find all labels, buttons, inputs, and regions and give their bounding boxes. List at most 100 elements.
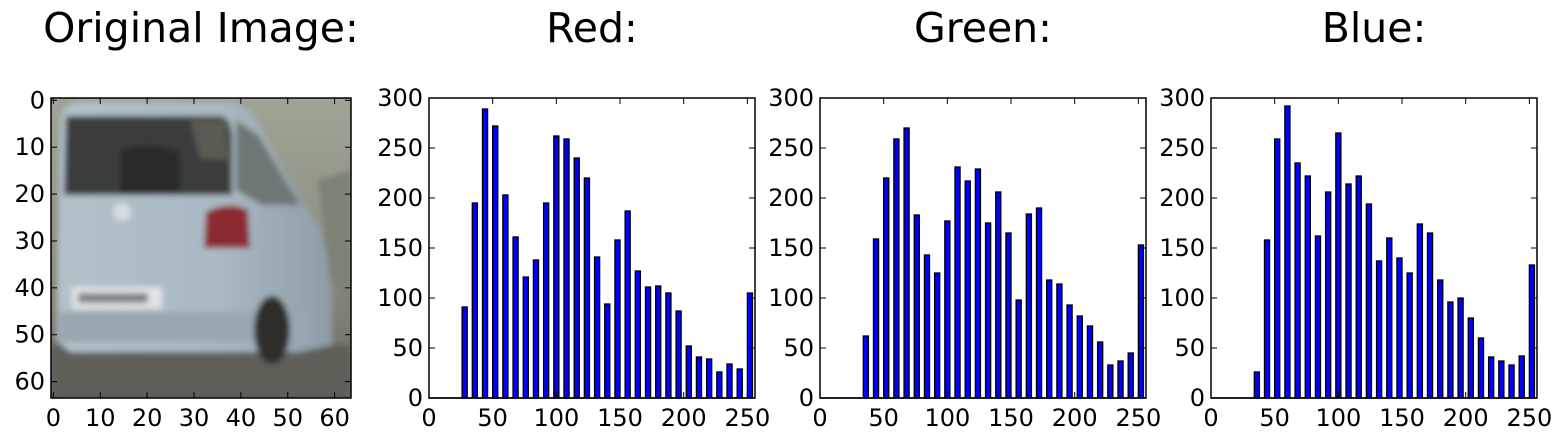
blue-x-tick-label: 0 bbox=[1203, 404, 1218, 432]
blue-bar bbox=[1487, 356, 1495, 399]
image-x-tick-label: 20 bbox=[132, 404, 163, 432]
green-bar bbox=[913, 214, 920, 399]
red-bar bbox=[593, 256, 601, 399]
blue-bar bbox=[1294, 162, 1301, 399]
blue-bar bbox=[1447, 301, 1454, 399]
blue-bar bbox=[1335, 132, 1342, 399]
image-y-tick-label: 40 bbox=[14, 274, 45, 302]
red-y-tick-label: 200 bbox=[377, 184, 423, 212]
blue-bar bbox=[1477, 337, 1485, 399]
green-bar bbox=[883, 177, 890, 399]
image-y-tick-label: 30 bbox=[14, 227, 45, 255]
green-bar bbox=[893, 138, 900, 399]
blue-bar bbox=[1396, 257, 1403, 399]
image-x-tick-label: 30 bbox=[179, 404, 210, 432]
green-bar bbox=[1137, 244, 1145, 399]
green-bar bbox=[1107, 364, 1114, 399]
green-bar bbox=[1117, 360, 1124, 399]
green-bar bbox=[872, 238, 880, 399]
blue-axes-frame bbox=[1210, 97, 1538, 399]
red-bar bbox=[573, 157, 580, 399]
green-x-tick-label: 200 bbox=[1052, 404, 1098, 432]
red-bar bbox=[461, 306, 468, 399]
blue-y-tick-label: 200 bbox=[1159, 184, 1205, 212]
blue-bar bbox=[1426, 232, 1434, 399]
blue-bar bbox=[1314, 235, 1322, 399]
red-bar bbox=[502, 194, 509, 399]
green-y-tick-label: 100 bbox=[768, 284, 814, 312]
green-bar bbox=[954, 166, 961, 399]
blue-bar bbox=[1324, 191, 1332, 399]
red-bar bbox=[695, 356, 703, 399]
green-bar bbox=[964, 180, 971, 399]
blue-bar bbox=[1263, 239, 1271, 399]
red-x-tick-label: 0 bbox=[421, 404, 436, 432]
green-y-tick-label: 50 bbox=[783, 334, 814, 362]
red-histogram-title: Red: bbox=[546, 4, 638, 52]
red-bar bbox=[675, 310, 682, 399]
green-bar bbox=[1056, 283, 1063, 399]
red-x-tick-label: 250 bbox=[724, 404, 770, 432]
green-bar bbox=[1127, 352, 1134, 399]
green-bar bbox=[974, 168, 982, 399]
green-x-tick-label: 100 bbox=[924, 404, 970, 432]
image-y-tick-label: 0 bbox=[30, 86, 45, 114]
blue-bar bbox=[1365, 203, 1373, 399]
green-bar bbox=[862, 335, 870, 399]
blue-bar bbox=[1518, 355, 1525, 399]
blue-bar bbox=[1253, 371, 1261, 399]
green-y-tick-label: 250 bbox=[768, 134, 814, 162]
red-x-tick-label: 150 bbox=[597, 404, 643, 432]
image-x-tick-label: 40 bbox=[226, 404, 257, 432]
red-bar bbox=[726, 363, 733, 399]
red-bar bbox=[746, 292, 754, 399]
red-bar bbox=[644, 286, 652, 399]
green-bar bbox=[995, 191, 1002, 399]
blue-bar bbox=[1345, 183, 1352, 399]
red-bar bbox=[542, 202, 550, 399]
blue-bar bbox=[1284, 105, 1291, 399]
blue-bar bbox=[1508, 364, 1515, 399]
red-bar bbox=[583, 177, 591, 399]
image-x-tick-label: 60 bbox=[319, 404, 350, 432]
blue-y-tick-label: 250 bbox=[1159, 134, 1205, 162]
red-bar bbox=[532, 259, 540, 399]
red-bar bbox=[512, 236, 519, 399]
blue-x-tick-label: 250 bbox=[1506, 404, 1552, 432]
green-histogram-axes: 0 50 100 150 200 250 0 50 100 150 200 250 300 bbox=[768, 84, 1161, 432]
green-bar bbox=[1005, 232, 1012, 399]
blue-bar bbox=[1467, 317, 1474, 399]
blue-bar bbox=[1457, 297, 1464, 399]
red-y-tick-label: 250 bbox=[377, 134, 423, 162]
red-y-tick-label: 300 bbox=[377, 84, 423, 112]
green-x-tick-label: 150 bbox=[988, 404, 1034, 432]
image-x-tick-label: 10 bbox=[85, 404, 116, 432]
green-bar bbox=[984, 222, 992, 399]
red-x-tick-label: 50 bbox=[477, 404, 508, 432]
blue-x-tick-label: 200 bbox=[1443, 404, 1489, 432]
green-bar bbox=[1076, 315, 1083, 399]
green-bar bbox=[923, 254, 931, 399]
red-bar bbox=[553, 135, 560, 399]
blue-x-tick-label: 100 bbox=[1315, 404, 1361, 432]
red-bar bbox=[492, 125, 499, 399]
red-x-tick-label: 100 bbox=[533, 404, 579, 432]
red-bar bbox=[736, 368, 743, 399]
blue-bar bbox=[1498, 360, 1505, 399]
green-histogram-title: Green: bbox=[914, 4, 1052, 52]
red-bar bbox=[471, 202, 479, 399]
image-x-tick-label: 0 bbox=[46, 404, 61, 432]
red-y-tick-label: 50 bbox=[392, 334, 423, 362]
green-bar bbox=[1066, 304, 1073, 399]
green-bar bbox=[1086, 325, 1094, 399]
green-bar bbox=[903, 127, 910, 399]
red-histogram-axes: 0 50 100 150 200 250 0 50 100 150 200 250 300 bbox=[377, 84, 770, 432]
green-y-tick-label: 300 bbox=[768, 84, 814, 112]
green-x-tick-label: 250 bbox=[1115, 404, 1161, 432]
image-x-tick-label: 50 bbox=[272, 404, 303, 432]
blue-y-tick-label: 0 bbox=[1190, 384, 1205, 412]
image-y-tick-label: 20 bbox=[14, 180, 45, 208]
green-bar bbox=[1015, 299, 1022, 399]
